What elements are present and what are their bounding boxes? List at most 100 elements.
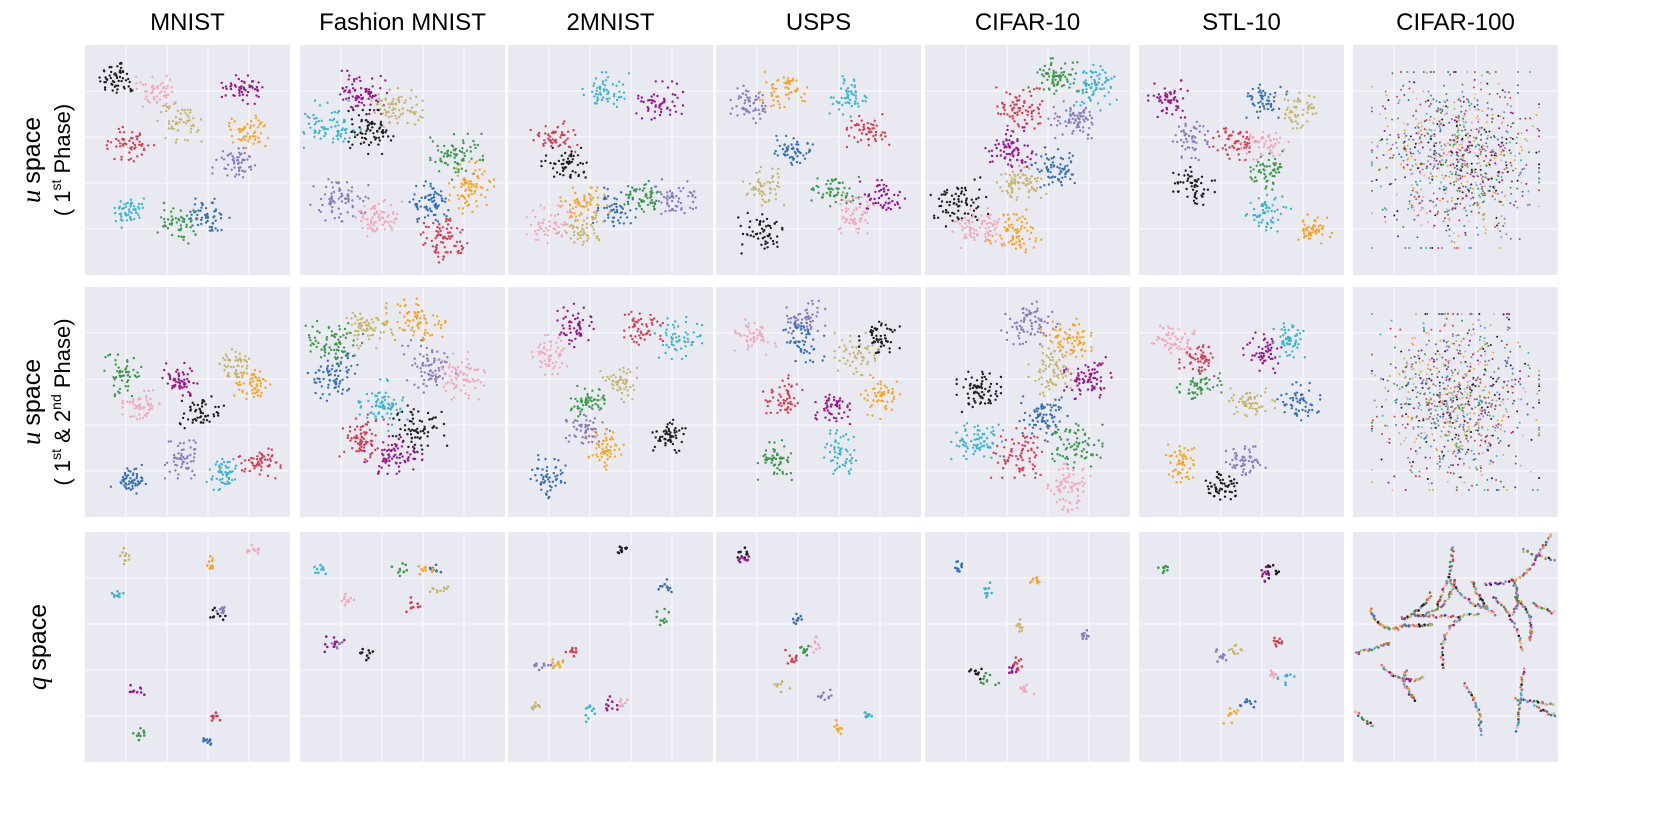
point bbox=[399, 461, 402, 465]
point bbox=[114, 84, 118, 87]
point bbox=[556, 213, 560, 216]
point bbox=[622, 400, 626, 404]
point bbox=[218, 362, 221, 366]
point bbox=[790, 90, 793, 94]
point bbox=[612, 224, 615, 228]
point bbox=[671, 337, 674, 340]
point bbox=[137, 375, 141, 378]
point bbox=[181, 416, 185, 420]
panel-r0-c2 bbox=[508, 45, 713, 275]
point bbox=[396, 303, 399, 306]
point bbox=[343, 450, 346, 454]
point bbox=[399, 410, 402, 414]
point bbox=[256, 379, 259, 382]
point bbox=[186, 377, 189, 381]
point bbox=[389, 103, 392, 106]
point bbox=[259, 382, 262, 385]
point bbox=[437, 366, 440, 370]
point bbox=[324, 185, 328, 189]
point bbox=[359, 428, 362, 431]
point bbox=[118, 206, 121, 209]
point bbox=[349, 331, 352, 335]
point bbox=[891, 199, 894, 203]
point bbox=[332, 636, 336, 639]
point bbox=[416, 602, 420, 605]
point bbox=[423, 432, 426, 435]
point bbox=[432, 416, 435, 419]
point bbox=[416, 208, 420, 211]
point bbox=[421, 458, 424, 461]
point bbox=[240, 85, 243, 88]
point bbox=[379, 87, 382, 90]
point bbox=[237, 376, 241, 379]
point bbox=[229, 82, 233, 85]
point bbox=[363, 460, 366, 464]
point bbox=[182, 238, 185, 242]
point bbox=[873, 197, 876, 201]
point bbox=[425, 384, 428, 388]
point bbox=[407, 456, 410, 459]
point bbox=[685, 315, 688, 319]
point bbox=[803, 329, 807, 332]
point bbox=[741, 107, 744, 110]
point bbox=[266, 458, 269, 461]
point bbox=[333, 217, 336, 220]
point bbox=[373, 122, 376, 126]
point bbox=[591, 218, 594, 221]
point bbox=[448, 217, 452, 220]
point bbox=[357, 401, 361, 404]
point bbox=[123, 87, 126, 90]
point bbox=[313, 99, 317, 102]
point bbox=[171, 119, 175, 123]
point bbox=[409, 596, 413, 599]
point bbox=[666, 323, 669, 327]
point bbox=[220, 481, 223, 484]
point bbox=[118, 369, 122, 373]
point bbox=[142, 729, 145, 732]
point bbox=[673, 326, 676, 329]
point bbox=[601, 442, 604, 446]
point bbox=[463, 152, 466, 155]
point bbox=[619, 191, 623, 194]
point bbox=[230, 117, 233, 120]
point bbox=[556, 662, 559, 666]
point bbox=[436, 350, 439, 353]
point bbox=[330, 368, 334, 371]
point bbox=[352, 87, 355, 90]
point bbox=[616, 380, 619, 383]
point bbox=[628, 194, 631, 198]
point bbox=[145, 412, 149, 415]
point bbox=[259, 394, 262, 398]
cluster bbox=[408, 180, 450, 223]
point bbox=[862, 125, 865, 129]
point bbox=[369, 222, 373, 225]
point bbox=[369, 103, 372, 106]
point bbox=[565, 231, 568, 234]
point bbox=[831, 102, 834, 106]
point bbox=[815, 184, 818, 188]
point bbox=[407, 428, 410, 431]
row-label-1: uspace bbox=[16, 359, 46, 445]
point bbox=[210, 719, 214, 722]
point bbox=[847, 208, 850, 211]
point bbox=[381, 405, 384, 408]
point bbox=[412, 334, 415, 337]
point bbox=[346, 389, 349, 392]
point bbox=[644, 195, 647, 198]
point bbox=[373, 111, 377, 114]
point bbox=[603, 465, 606, 468]
point bbox=[435, 229, 438, 233]
point bbox=[355, 434, 358, 437]
point bbox=[177, 377, 180, 381]
point bbox=[436, 225, 439, 229]
point bbox=[424, 565, 427, 569]
point bbox=[888, 143, 891, 146]
point bbox=[360, 425, 363, 429]
point bbox=[121, 413, 124, 416]
point bbox=[776, 472, 779, 475]
point bbox=[166, 85, 169, 88]
point bbox=[584, 707, 588, 710]
point bbox=[365, 658, 368, 662]
point bbox=[758, 90, 762, 94]
point bbox=[361, 317, 364, 320]
